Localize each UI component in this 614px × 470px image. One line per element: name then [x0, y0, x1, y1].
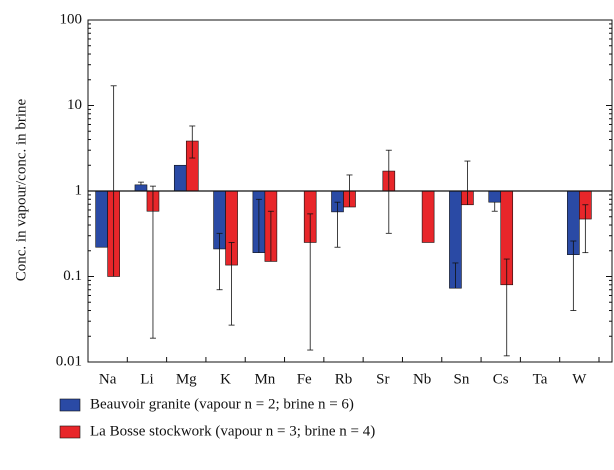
x-tick-label: W [572, 371, 587, 387]
bar [134, 184, 148, 192]
x-tick-label: Na [99, 371, 117, 387]
bar [421, 190, 435, 243]
bar [95, 190, 108, 248]
x-tick-label: Li [140, 371, 153, 387]
x-tick-label: Fe [297, 371, 312, 387]
x-tick-label: Mg [176, 371, 197, 387]
legend-label: Beauvoir granite (vapour n = 2; brine n … [90, 396, 354, 412]
legend-swatch [59, 398, 81, 412]
y-axis-label: Conc. in vapour/conc. in brine [13, 98, 29, 281]
bar [173, 164, 187, 192]
y-tick-label: 1 [75, 182, 83, 198]
y-tick-label: 0.01 [56, 353, 82, 369]
x-tick-label: Rb [335, 371, 353, 387]
x-tick-label: Ta [533, 371, 548, 387]
y-tick-label: 0.1 [63, 268, 82, 284]
legend-swatch [59, 425, 81, 439]
x-tick-label: Sr [376, 371, 389, 387]
x-tick-label: K [220, 371, 231, 387]
x-tick-label: Nb [413, 371, 431, 387]
bar [488, 190, 502, 203]
y-tick-label: 100 [60, 11, 83, 27]
x-tick-label: Sn [454, 371, 470, 387]
x-tick-label: Cs [493, 371, 509, 387]
legend-label: La Bosse stockwork (vapour n = 3; brine … [90, 423, 375, 439]
y-tick-label: 10 [67, 97, 82, 113]
x-tick-label: Mn [254, 371, 275, 387]
